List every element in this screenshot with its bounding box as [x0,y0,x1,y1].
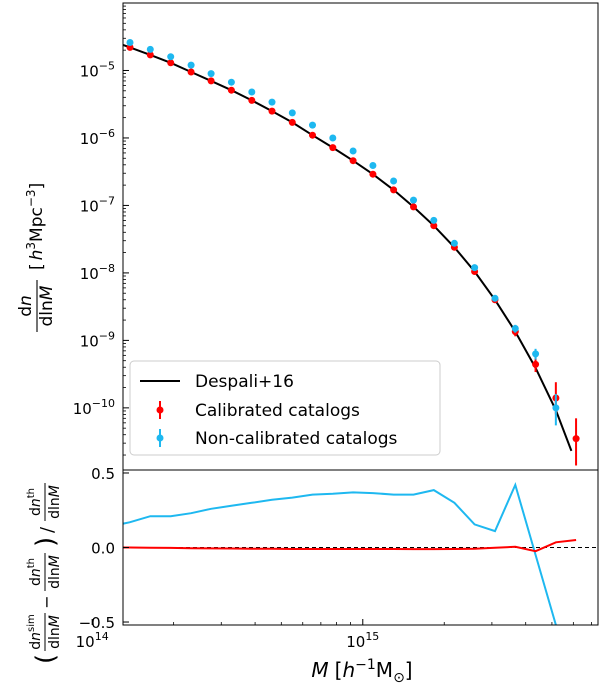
main-ylabel-denominator: dlnM [37,285,57,326]
main-y-tick-label-3: 10−8 [80,262,115,283]
legend-label-calibrated: Calibrated catalogs [195,401,360,421]
legend-box [129,360,441,456]
point-non-calibrated-catalogs-10 [309,121,316,129]
point-non-calibrated-catalogs-19 [491,294,499,302]
legend: Despali+16 Calibrated catalogs Non-calib… [129,360,441,456]
point-non-calibrated-catalogs-22 [552,404,560,412]
residual-y-tick-label-2: −0.5 [79,614,115,632]
residual-x-tick-layer: 1014 1015 [76,619,592,651]
main-y-tick-label-0: 10−5 [80,59,115,80]
main-ylabel-units: [h3Mpc−3] [24,183,47,270]
point-non-calibrated-catalogs-6 [227,78,235,86]
residual-ylabel-th-denominator: dlnM [47,555,63,589]
point-calibrated-catalogs-10 [309,131,316,139]
point-calibrated-catalogs-3 [167,59,175,67]
point-non-calibrated-catalogs-3 [167,53,175,61]
point-non-calibrated-catalogs-17 [450,239,458,247]
residual-y-tick-label-0: 0.5 [91,465,115,483]
residual-line-calibrated-catalogs [123,539,577,553]
x-axis-label: M [h−1M⊙] [311,657,412,684]
point-non-calibrated-catalogs-9 [288,109,296,117]
main-y-tick-label-5: 10−10 [73,397,115,418]
point-calibrated-catalogs-4 [187,68,195,76]
point-calibrated-catalogs-7 [248,96,256,104]
point-non-calibrated-catalogs-20 [511,325,519,332]
main-series-layer [106,33,580,466]
point-non-calibrated-catalogs-12 [349,147,357,155]
residual-line-non-calibrated-catalogs [123,481,557,625]
main-y-axis-label: dn dlnM [h3Mpc−3] [16,183,57,332]
legend-entry-despali: Despali+16 [140,372,294,392]
x-tick-label-1: 1015 [346,630,379,651]
residual-ylabel-minus: − [37,595,56,608]
point-non-calibrated-catalogs-8 [268,98,276,106]
residual-series-layer [123,481,598,625]
point-calibrated-catalogs-13 [369,170,377,178]
point-calibrated-catalogs-11 [329,144,337,152]
point-calibrated-catalogs-5 [207,77,215,85]
point-calibrated-catalogs-12 [349,157,357,165]
point-non-calibrated-catalogs-21 [532,350,540,358]
point-calibrated-catalogs-8 [268,107,276,115]
residual-ylabel-sim-numerator: dnsim [26,614,44,650]
point-calibrated-catalogs-23 [572,435,580,443]
main-y-tick-label-1: 10−6 [80,127,115,148]
point-calibrated-catalogs-2 [146,51,154,59]
legend-label-despali: Despali+16 [195,372,294,392]
point-non-calibrated-catalogs-16 [430,216,438,224]
residual-panel: 0.5 0.0 −0.5 1014 1015 ( dnsim dlnM − dnth … [26,465,599,684]
point-calibrated-catalogs-14 [390,186,398,194]
point-non-calibrated-catalogs-4 [187,61,195,69]
residual-y-tick-layer: 0.5 0.0 −0.5 [79,465,129,632]
main-y-tick-layer: 10−5 10−6 10−7 10−8 10−9 10−10 [73,5,129,456]
main-ylabel-numerator: dn [16,295,36,317]
residual-y-tick-label-1: 0.0 [91,540,115,558]
point-calibrated-catalogs-21 [532,360,540,368]
residual-y-axis-label: ( dnsim dlnM − dnth dlnM ) / dnth dl [26,483,63,664]
main-y-tick-label-4: 10−9 [80,329,115,350]
residual-ylabel-th2-numerator: dnth [26,488,44,516]
point-non-calibrated-catalogs-5 [207,70,215,78]
legend-label-noncalibrated: Non-calibrated catalogs [195,429,398,449]
point-calibrated-catalogs-6 [227,86,235,94]
legend-swatch-calibrated-marker [156,406,164,414]
residual-plot-area [123,481,598,625]
legend-swatch-noncalibrated-marker [156,434,164,442]
point-calibrated-catalogs-16 [430,222,438,230]
residual-ylabel-th-numerator: dnth [26,558,44,586]
point-calibrated-catalogs-15 [410,203,417,211]
point-calibrated-catalogs-1 [126,43,134,51]
point-non-calibrated-catalogs-18 [471,264,479,272]
series-line-despali-16 [123,43,573,452]
main-y-tick-label-2: 10−7 [80,194,115,215]
residual-ylabel-slash: / [37,526,58,533]
residual-ylabel-close-paren: ) [31,537,61,547]
point-calibrated-catalogs-0 [106,37,113,44]
x-tick-label-0: 1014 [76,630,109,651]
point-non-calibrated-catalogs-11 [329,134,337,142]
point-calibrated-catalogs-9 [288,118,296,126]
main-panel: 10−5 10−6 10−7 10−8 10−9 10−10 dn dlnM [h3Mpc… [16,2,599,471]
point-non-calibrated-catalogs-15 [410,196,417,204]
point-non-calibrated-catalogs-2 [146,45,154,53]
point-non-calibrated-catalogs-1 [126,39,134,46]
point-non-calibrated-catalogs-7 [248,88,256,96]
residual-ylabel-sim-denominator: dlnM [47,615,63,649]
point-non-calibrated-catalogs-14 [390,177,398,185]
point-non-calibrated-catalogs-0 [106,33,113,40]
legend-entry-calibrated: Calibrated catalogs [156,401,360,421]
legend-entry-noncalibrated: Non-calibrated catalogs [156,429,398,449]
residual-ylabel-th2-denominator: dlnM [47,485,63,519]
residual-ylabel-open-paren: ( [31,654,61,664]
main-plot-area [106,33,580,466]
point-non-calibrated-catalogs-13 [369,162,377,169]
